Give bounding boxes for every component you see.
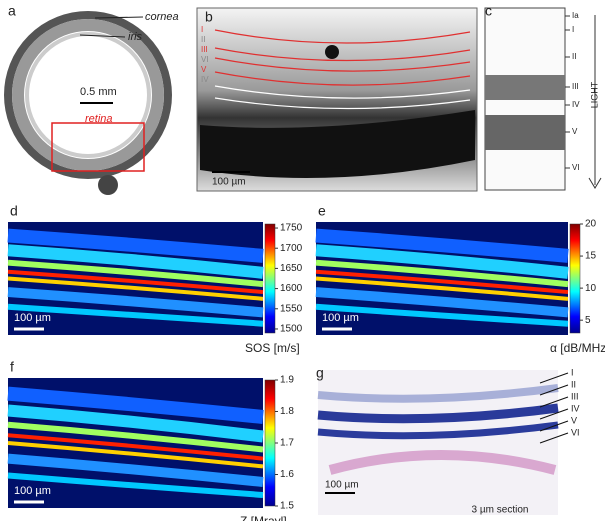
colorbar-tick-label: 1650 [280,263,303,274]
colorbar-tick-label: 1500 [280,324,303,335]
layer-label: I [572,25,574,34]
panel-c: c IaIIIIIIIVVVI LIGHT [485,3,601,190]
layer-label: VI [572,163,580,172]
drawing-band [485,75,565,100]
layer-label: Ia [572,11,579,20]
scale-label: 100 µm [322,312,359,324]
layer-label: I [571,367,574,377]
layer-label: IV [572,100,580,109]
panel-label: g [316,365,324,381]
panel-label: a [8,3,16,19]
colorbar-quantity: α [dB/MHz/cm] [550,341,605,355]
layer-label: V [572,127,578,136]
layer-label: II [201,35,205,44]
layer-label: IV [571,403,580,413]
scale-label: 0.5 mm [80,86,117,98]
colorbar-tick-label: 10 [585,283,597,294]
colorbar-quantity: SOS [m/s] [245,341,300,355]
annotation: cornea [145,11,179,23]
colorbar [265,224,275,333]
scale-label: 100 µm [325,480,359,491]
colorbar [570,224,580,333]
layer-label: IV [201,75,209,84]
panel-label: e [318,203,326,219]
colorbar [265,380,275,506]
colorbar-quantity: Z [Mrayl] [240,514,287,521]
colorbar-tick-label: 15 [585,251,597,262]
colorbar-tick-label: 1.5 [280,501,294,512]
figure: a cornea iris 0.5 mm retina b IIIIIIVIVI… [0,0,605,521]
panel-d: d 100 µm 1750 1700 1650 1600 1550 1500 SOS [m/s] [8,203,303,355]
panel-label: d [10,203,18,219]
note: 3 µm section [472,505,529,516]
panel-label: f [10,359,14,375]
vessel [325,45,339,59]
layer-label: III [201,45,208,54]
panel-label: b [205,9,213,25]
layer-label: II [572,52,576,61]
layer-label: III [571,391,579,401]
colorbar-tick-label: 20 [585,219,597,230]
drawing-band [485,115,565,150]
layer-label: V [201,65,207,74]
layer-label: I [201,25,203,34]
layer-label: III [572,82,579,91]
layer-label: VI [571,427,580,437]
panel-e: e 100 µm 20 15 10 5 α [dB/MHz/cm] [316,203,605,355]
colorbar-tick-label: 5 [585,315,591,326]
nerve [98,175,118,195]
panel-f: f 100 µm 1.9 1.8 1.7 1.6 1.5 Z [Mrayl] [8,359,294,521]
colorbar-tick-label: 1550 [280,303,303,314]
colorbar-tick-label: 1.7 [280,438,294,449]
colorbar-tick-label: 1.6 [280,469,294,480]
layer-label: V [571,415,577,425]
panel-a: a cornea iris 0.5 mm retina [8,3,179,195]
scale-label: 100 µm [14,485,51,497]
annotation: retina [85,113,113,125]
panel-label: c [485,3,492,19]
layer-label: II [571,379,576,389]
colorbar-tick-label: 1.9 [280,375,294,386]
panel-b: b IIIIIIVIVIV 100 µm [197,8,477,191]
colorbar-tick-label: 1700 [280,243,303,254]
scale-label: 100 µm [14,312,51,324]
annotation: iris [128,31,143,43]
arrow-label: LIGHT [589,81,599,108]
colorbar-tick-label: 1.8 [280,406,294,417]
layer-label: VI [201,55,209,64]
colorbar-tick-label: 1600 [280,283,303,294]
scale-label: 100 µm [212,177,246,188]
colorbar-tick-label: 1750 [280,223,303,234]
